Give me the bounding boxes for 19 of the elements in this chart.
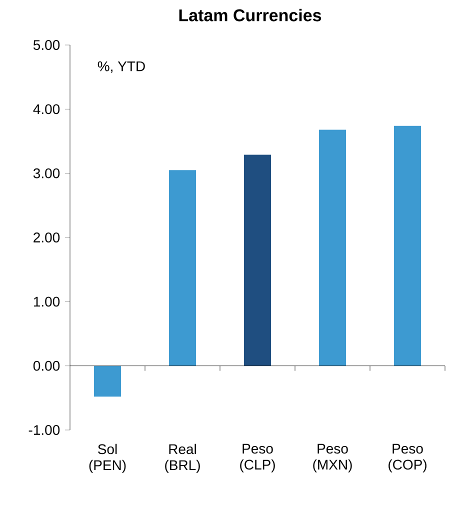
x-tick-label: Peso (CLP)	[240, 444, 275, 472]
x-tick-label: Peso (COP)	[388, 444, 426, 472]
y-tick-label: 3.00	[33, 168, 60, 178]
y-tick-label: 0.00	[33, 360, 60, 371]
bar	[319, 130, 346, 366]
x-tick-label: Sol (PEN)	[89, 444, 126, 473]
y-tick-label: 5.00	[33, 40, 60, 50]
y-tick-label: 4.00	[33, 104, 60, 114]
bar	[94, 366, 121, 397]
annotation: %, YTD	[98, 61, 145, 73]
x-tick-label: Peso (MXN)	[313, 444, 352, 472]
bar	[394, 126, 422, 366]
y-tick-label: -1.00	[28, 425, 60, 435]
x-tick-label: Real (BRL)	[165, 444, 200, 473]
y-tick-label: 1.00	[34, 296, 60, 307]
y-tick-label: 2.00	[34, 232, 60, 242]
chart-title: Latam Currencies	[179, 8, 322, 22]
bar	[244, 154, 272, 366]
bar	[169, 170, 196, 366]
